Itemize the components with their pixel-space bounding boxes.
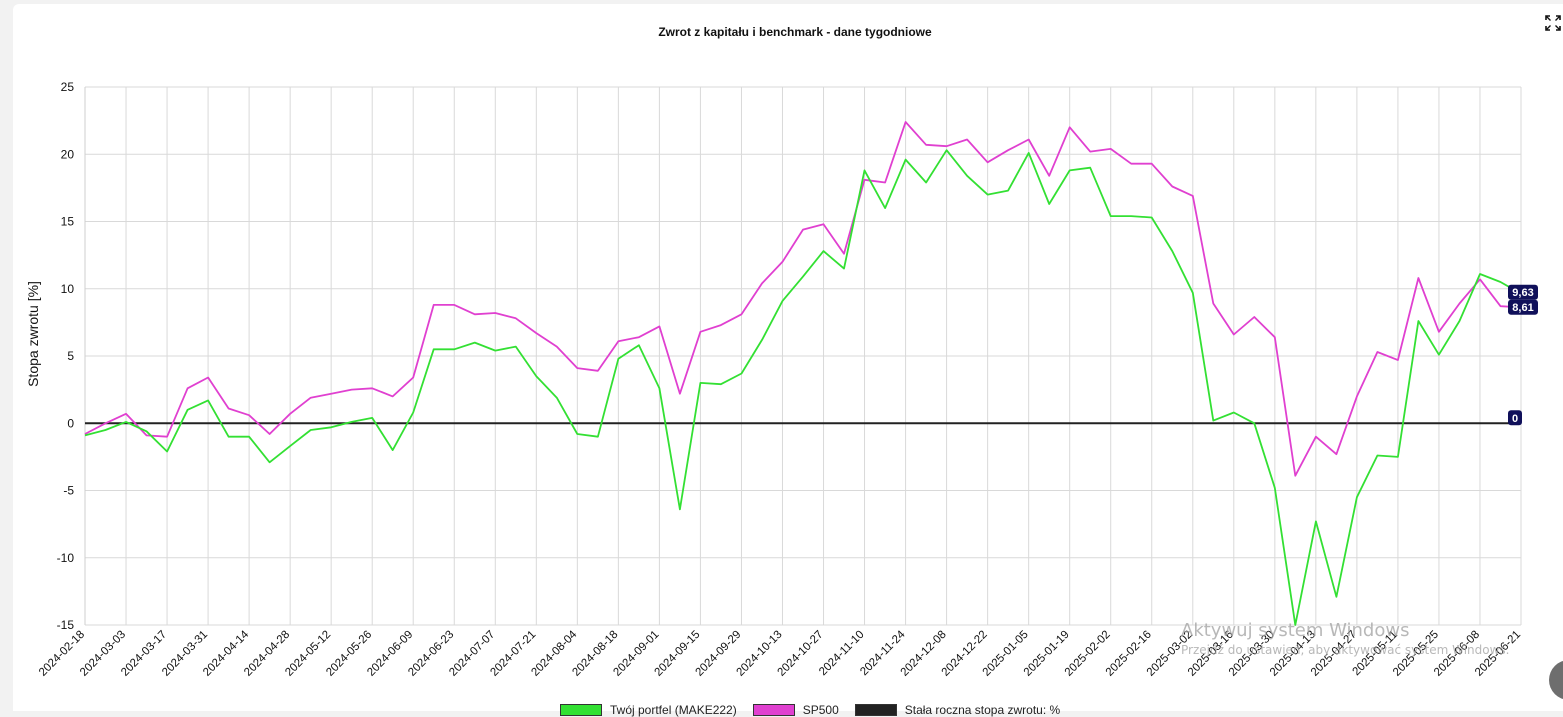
windows-activation-watermark: Aktywuj system Windows Przejdź do ustawi… bbox=[1181, 620, 1509, 657]
y-tick-label: -5 bbox=[63, 484, 74, 498]
chart-title: Zwrot z kapitału i benchmark - dane tygo… bbox=[658, 25, 932, 39]
y-tick-label: -15 bbox=[57, 618, 75, 632]
y-axis-title: Stopa zwrotu [%] bbox=[25, 281, 41, 387]
end-label-constant-rate-badge bbox=[1508, 410, 1522, 426]
legend-item-sp500[interactable]: SP500 bbox=[752, 703, 839, 717]
end-label-portfolio-badge bbox=[1508, 284, 1538, 300]
legend-swatch-portfolio bbox=[560, 704, 602, 716]
legend-item-portfolio[interactable]: Twój portfel (MAKE222) bbox=[560, 703, 737, 717]
legend-swatch-constant-rate bbox=[854, 704, 897, 716]
watermark-line-2: Przejdź do ustawień, aby aktywować syste… bbox=[1181, 643, 1510, 657]
y-tick-label: 15 bbox=[61, 215, 75, 229]
end-label-sp500: 8,61 bbox=[1512, 302, 1533, 314]
fullscreen-icon[interactable] bbox=[1544, 14, 1562, 32]
y-tick-label: -10 bbox=[57, 551, 75, 565]
y-tick-label: 0 bbox=[67, 416, 74, 430]
chart-legend: Twój portfel (MAKE222) SP500 Stała roczn… bbox=[560, 703, 1060, 717]
end-label-portfolio: 9,63 bbox=[1512, 287, 1533, 299]
y-tick-label: 10 bbox=[61, 282, 75, 296]
legend-swatch-sp500 bbox=[752, 704, 795, 716]
y-tick-label: 20 bbox=[61, 147, 75, 161]
legend-item-constant-rate[interactable]: Stała roczna stopa zwrotu: % bbox=[854, 703, 1061, 717]
end-label-constant-rate: 0 bbox=[1512, 413, 1518, 425]
end-label-sp500-badge bbox=[1508, 299, 1538, 315]
y-tick-label: 25 bbox=[61, 80, 75, 94]
series-line-sp500 bbox=[84, 121, 1522, 477]
series-line-portfolio bbox=[84, 149, 1522, 626]
legend-label-portfolio: Twój portfel (MAKE222) bbox=[610, 703, 737, 717]
watermark-line-1: Aktywuj system Windows bbox=[1181, 620, 1410, 641]
y-tick-label: 5 bbox=[67, 349, 74, 363]
chart-panel bbox=[13, 4, 1563, 711]
legend-label-constant-rate: Stała roczna stopa zwrotu: % bbox=[904, 703, 1061, 717]
legend-label-sp500: SP500 bbox=[802, 703, 839, 717]
scroll-handle[interactable] bbox=[1549, 660, 1563, 700]
